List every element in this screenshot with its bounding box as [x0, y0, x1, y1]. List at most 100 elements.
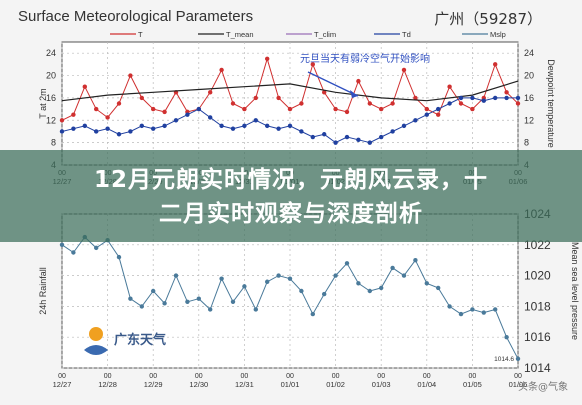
data-point-Td: [116, 132, 122, 137]
legend-label-T_mean: T_mean: [226, 30, 254, 39]
data-point-Td: [504, 95, 509, 101]
y-axis-label-left: 24h Rainfall: [38, 267, 48, 315]
data-point-Td: [401, 123, 407, 129]
data-point-Td: [219, 123, 224, 129]
data-point-Td: [265, 123, 270, 129]
data-point-T: [447, 84, 452, 89]
data-point-Mslp: [504, 335, 509, 340]
x-tick-hour-bottom: 00: [104, 373, 112, 380]
data-point-Mslp: [173, 273, 179, 278]
data-point-T: [310, 62, 315, 67]
data-point-Td: [162, 123, 167, 129]
data-point-T: [493, 62, 498, 67]
x-tick-label-bottom: 12/27: [53, 380, 72, 389]
data-point-Td: [287, 123, 293, 129]
legend-label-Td: Td: [402, 30, 411, 39]
annotation-text: 元旦当天有弱冷空气开始影响: [300, 52, 430, 65]
x-tick-label-bottom: 01/02: [326, 380, 345, 389]
data-point-T: [333, 106, 338, 112]
logo-text: 广东天气: [114, 333, 167, 348]
x-tick-hour-bottom: 00: [423, 373, 431, 380]
y-tick-label-left: 24: [46, 48, 56, 58]
data-point-Mslp: [287, 276, 293, 281]
data-point-Td: [299, 129, 304, 134]
y-tick-label-right: 16: [524, 93, 534, 103]
data-point-Td: [185, 112, 190, 117]
data-point-Mslp: [208, 307, 213, 312]
data-point-Mslp: [253, 307, 258, 312]
data-point-Mslp: [515, 356, 521, 361]
y-tick-label-left: 8: [51, 138, 56, 148]
data-point-Td: [276, 126, 281, 131]
data-point-Td: [208, 115, 213, 120]
x-tick-hour-bottom: 00: [58, 373, 66, 380]
data-point-Mslp: [151, 288, 156, 294]
chart-title: Surface Meteorological Parameters: [18, 8, 254, 25]
data-point-T: [424, 106, 429, 112]
series-line-T_mean: [61, 80, 519, 102]
data-point-Td: [253, 118, 258, 123]
data-point-T: [436, 112, 441, 117]
data-point-Td: [413, 118, 418, 123]
data-point-Mslp: [401, 273, 407, 278]
data-point-Td: [458, 95, 464, 101]
data-point-T: [105, 115, 110, 120]
data-point-Mslp: [367, 288, 372, 294]
data-point-T: [322, 90, 327, 95]
data-point-T: [515, 101, 521, 106]
data-point-T: [265, 56, 270, 61]
x-tick-label-bottom: 01/06: [509, 380, 528, 389]
data-point-Mslp: [436, 285, 441, 291]
legend-label-T_clim: T_clim: [314, 30, 336, 39]
data-point-Td: [493, 95, 498, 101]
data-point-T: [82, 84, 88, 89]
data-point-T: [356, 78, 361, 84]
data-point-Td: [94, 129, 99, 134]
x-tick-label-bottom: 12/30: [189, 380, 208, 389]
data-point-Mslp: [265, 279, 270, 284]
headline-line-2: 二月实时观察与深度剖析: [159, 201, 423, 227]
headline-banner: [0, 150, 582, 242]
data-point-T: [344, 109, 350, 115]
x-tick-hour-bottom: 00: [241, 373, 249, 380]
data-point-T: [71, 112, 76, 117]
data-point-T: [367, 101, 372, 106]
data-point-T: [379, 106, 384, 112]
data-point-T: [458, 101, 464, 106]
y-tick-label-right: 24: [524, 48, 534, 58]
x-tick-hour-bottom: 00: [286, 373, 294, 380]
data-point-Mslp: [162, 301, 167, 306]
y-tick-label-left: 16: [46, 93, 56, 103]
data-point-Mslp: [139, 304, 144, 309]
x-tick-label-bottom: 01/04: [417, 380, 436, 389]
y-tick-label-right: 20: [524, 71, 534, 81]
data-point-Mslp: [59, 242, 65, 247]
data-point-Td: [151, 126, 156, 131]
data-point-T: [128, 73, 133, 78]
data-point-Mslp: [230, 299, 236, 304]
headline-line-1: 12月元朗实时情况，元朗风云录，十: [93, 167, 488, 193]
data-point-Mslp: [413, 258, 418, 263]
data-point-Mslp: [470, 307, 475, 312]
sun-icon: [89, 327, 103, 341]
data-point-Td: [230, 126, 236, 131]
cloud-icon: [84, 345, 108, 355]
legend-label-T: T: [138, 30, 143, 39]
data-point-Td: [82, 123, 88, 129]
data-point-Td: [139, 123, 144, 129]
x-tick-hour-bottom: 00: [332, 373, 340, 380]
data-point-Mslp: [276, 273, 281, 278]
data-point-Td: [310, 134, 315, 140]
data-point-T: [504, 90, 509, 95]
data-point-Mslp: [379, 285, 384, 291]
x-tick-hour-bottom: 00: [514, 373, 522, 380]
data-point-Mslp: [299, 288, 304, 294]
data-point-Td: [424, 112, 429, 117]
x-tick-label-bottom: 01/01: [281, 380, 300, 389]
data-point-Td: [481, 98, 486, 103]
data-point-T: [94, 106, 99, 112]
data-point-T: [287, 106, 293, 112]
y-axis-label-left: T at 2m: [38, 88, 48, 118]
data-point-Mslp: [481, 310, 486, 315]
annotation-arrow: [307, 71, 359, 97]
